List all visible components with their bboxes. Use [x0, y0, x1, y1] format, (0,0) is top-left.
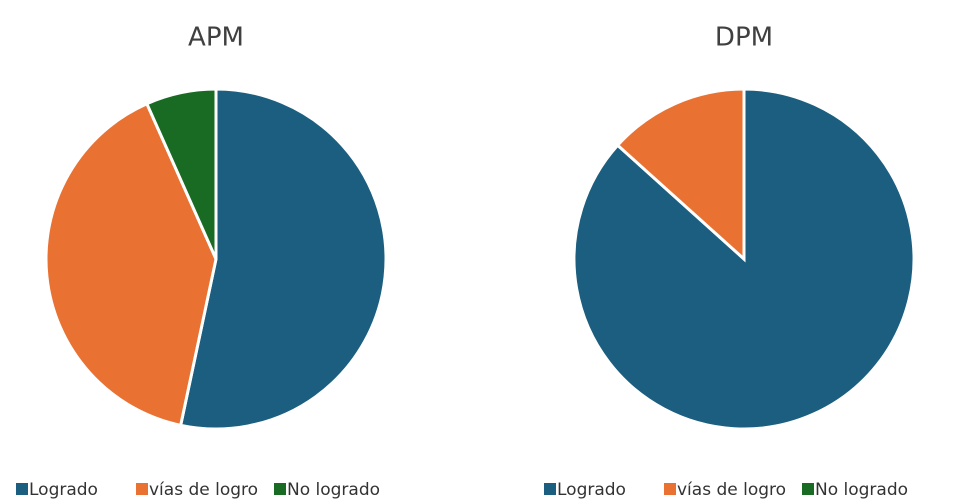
chart-title: APM	[188, 23, 244, 53]
legend-swatch	[664, 483, 676, 495]
pie-slice	[615, 87, 746, 263]
legend-label: Logrado	[29, 480, 98, 500]
pie-slice	[44, 101, 218, 428]
legend-label: No logrado	[815, 480, 908, 500]
legend-swatch	[16, 483, 28, 495]
legend-label: Logrado	[557, 480, 626, 500]
legend-label: vías de logro	[149, 480, 258, 500]
legend-swatch	[274, 483, 286, 495]
chart-title: DPM	[715, 23, 773, 53]
legend-swatch	[544, 483, 556, 495]
legend-label: No logrado	[287, 480, 380, 500]
pie-slice	[144, 87, 218, 260]
legend-swatch	[136, 483, 148, 495]
pie-slice	[178, 87, 388, 431]
legend-label: vías de logro	[677, 480, 786, 500]
legend-swatch	[802, 483, 814, 495]
